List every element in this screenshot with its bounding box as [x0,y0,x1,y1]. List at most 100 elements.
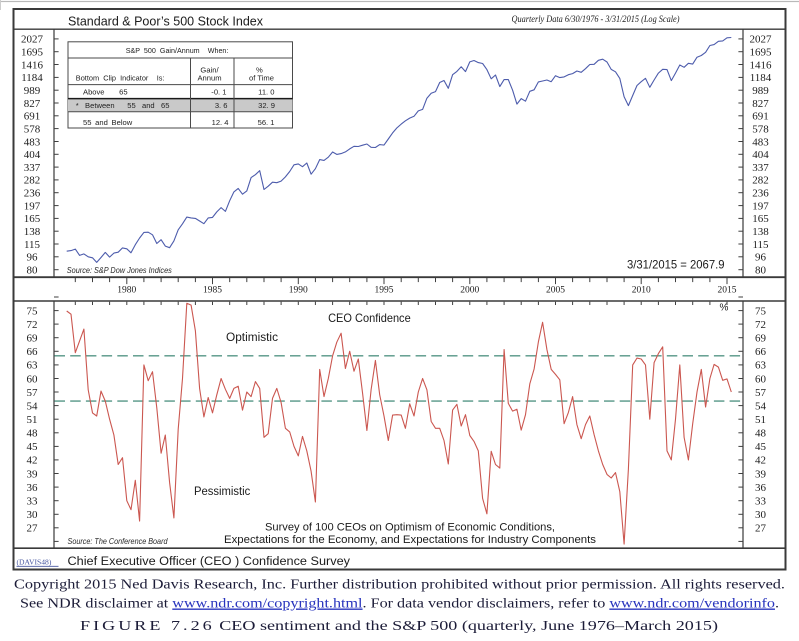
svg-text:S&P 500 Gain/Annum When:: S&P 500 Gain/Annum When: [126,46,229,55]
svg-text:2000: 2000 [460,286,479,296]
svg-text:36: 36 [755,482,767,494]
svg-text:69: 69 [27,333,39,345]
svg-text:165: 165 [752,213,769,225]
svg-text:2027: 2027 [21,34,44,46]
svg-text:337: 337 [24,162,41,174]
svg-text:11. 0: 11. 0 [258,88,274,97]
svg-text:197: 197 [752,200,769,212]
svg-text:236: 236 [24,188,41,200]
svg-text:51: 51 [27,414,38,426]
svg-text:48: 48 [755,428,767,440]
svg-text:* Between 55 and 65: * Between 55 and 65 [76,101,170,110]
svg-text:827: 827 [24,98,41,110]
svg-text:60: 60 [755,373,767,385]
svg-text:578: 578 [24,123,41,135]
svg-text:Above 65: Above 65 [83,88,128,97]
svg-text:(DAVIS48): (DAVIS48) [17,557,52,566]
svg-text:96: 96 [755,252,767,264]
svg-text:54: 54 [27,400,39,412]
svg-text:%: % [719,303,728,314]
svg-text:691: 691 [24,111,41,123]
svg-text:CEO Confidence: CEO Confidence [328,311,411,325]
svg-text:827: 827 [752,98,769,110]
svg-text:80: 80 [755,265,767,277]
svg-text:Chief Executive Officer (CEO ): Chief Executive Officer (CEO ) Confidenc… [68,554,351,568]
svg-text:51: 51 [755,414,766,426]
svg-text:57: 57 [755,387,767,399]
svg-text:1995: 1995 [375,286,394,296]
svg-text:Annum: Annum [197,74,221,83]
svg-text:Pessimistic: Pessimistic [194,486,251,498]
svg-text:Source: The Conference Board: Source: The Conference Board [68,536,168,546]
svg-text:75: 75 [27,305,39,317]
svg-text:3/31/2015 = 2067.9: 3/31/2015 = 2067.9 [627,258,725,271]
svg-text:63: 63 [755,360,767,372]
svg-text:32. 9: 32. 9 [258,101,275,110]
svg-text:75: 75 [755,305,767,317]
svg-text:1985: 1985 [203,286,222,296]
svg-text:138: 138 [24,226,41,238]
svg-text:197: 197 [24,200,41,212]
svg-text:30: 30 [27,509,39,521]
svg-text:989: 989 [24,85,41,97]
svg-text:282: 282 [752,175,769,187]
svg-text:39: 39 [27,468,39,480]
svg-text:39: 39 [755,468,767,480]
svg-text:72: 72 [27,319,38,331]
svg-text:404: 404 [24,149,41,161]
svg-text:80: 80 [27,265,39,277]
svg-text:404: 404 [752,149,769,161]
svg-text:66: 66 [27,346,39,358]
svg-text:of Time: of Time [249,74,274,83]
svg-text:48: 48 [27,428,39,440]
svg-text:2005: 2005 [546,286,565,296]
svg-text:12. 4: 12. 4 [212,118,229,127]
svg-text:63: 63 [27,360,39,372]
svg-text:691: 691 [752,111,769,123]
svg-text:Gain/: Gain/ [200,66,219,75]
svg-text:1416: 1416 [21,59,44,71]
svg-text:54: 54 [755,400,767,412]
svg-text:Quarterly Data 6/30/1976 - 3/3: Quarterly Data 6/30/1976 - 3/31/2015 (Lo… [512,14,680,25]
svg-text:2027: 2027 [750,34,773,46]
svg-text:36: 36 [27,482,39,494]
svg-text:72: 72 [755,319,766,331]
svg-text:%: % [256,66,263,75]
svg-text:165: 165 [24,213,41,225]
svg-text:66: 66 [755,346,767,358]
svg-text:1416: 1416 [750,59,773,71]
svg-text:1980: 1980 [117,286,136,296]
svg-text:578: 578 [752,123,769,135]
svg-text:989: 989 [752,85,769,97]
svg-text:27: 27 [755,523,767,535]
svg-text:55 and Below: 55 and Below [83,118,133,127]
svg-text:2015: 2015 [718,286,737,296]
svg-text:138: 138 [752,226,769,238]
svg-text:45: 45 [755,441,767,453]
svg-text:96: 96 [27,252,39,264]
svg-text:1695: 1695 [750,47,773,59]
svg-text:Bottom Clip Indicator Is:: Bottom Clip Indicator Is: [76,74,165,83]
svg-text:115: 115 [752,239,769,251]
svg-text:45: 45 [27,441,39,453]
svg-text:33: 33 [755,496,767,508]
svg-text:Source: S&P Dow Jones Indices: Source: S&P Dow Jones Indices [67,265,173,275]
svg-text:Optimistic: Optimistic [226,332,278,344]
svg-text:Expectations for the Economy,: Expectations for the Economy, and Expect… [224,534,596,546]
svg-text:FIGURE 7.26 CEO sentiment and: FIGURE 7.26 CEO sentiment and the S&P 50… [80,618,718,634]
svg-text:60: 60 [27,373,39,385]
svg-text:Copyright 2015 Ned Davis Resea: Copyright 2015 Ned Davis Research, Inc. … [14,576,785,591]
svg-text:56. 1: 56. 1 [258,118,275,127]
svg-text:337: 337 [752,162,769,174]
svg-text:27: 27 [27,523,39,535]
svg-text:33: 33 [27,496,39,508]
svg-text:30: 30 [755,509,767,521]
svg-text:236: 236 [752,188,769,200]
svg-text:57: 57 [27,387,39,399]
svg-text:282: 282 [24,175,41,187]
svg-text:1184: 1184 [750,72,772,84]
svg-text:1695: 1695 [21,47,44,59]
svg-text:1184: 1184 [21,72,43,84]
svg-text:42: 42 [27,455,38,467]
svg-text:See NDR disclaimer at www.ndr.: See NDR disclaimer at www.ndr.com/copyri… [20,596,779,611]
